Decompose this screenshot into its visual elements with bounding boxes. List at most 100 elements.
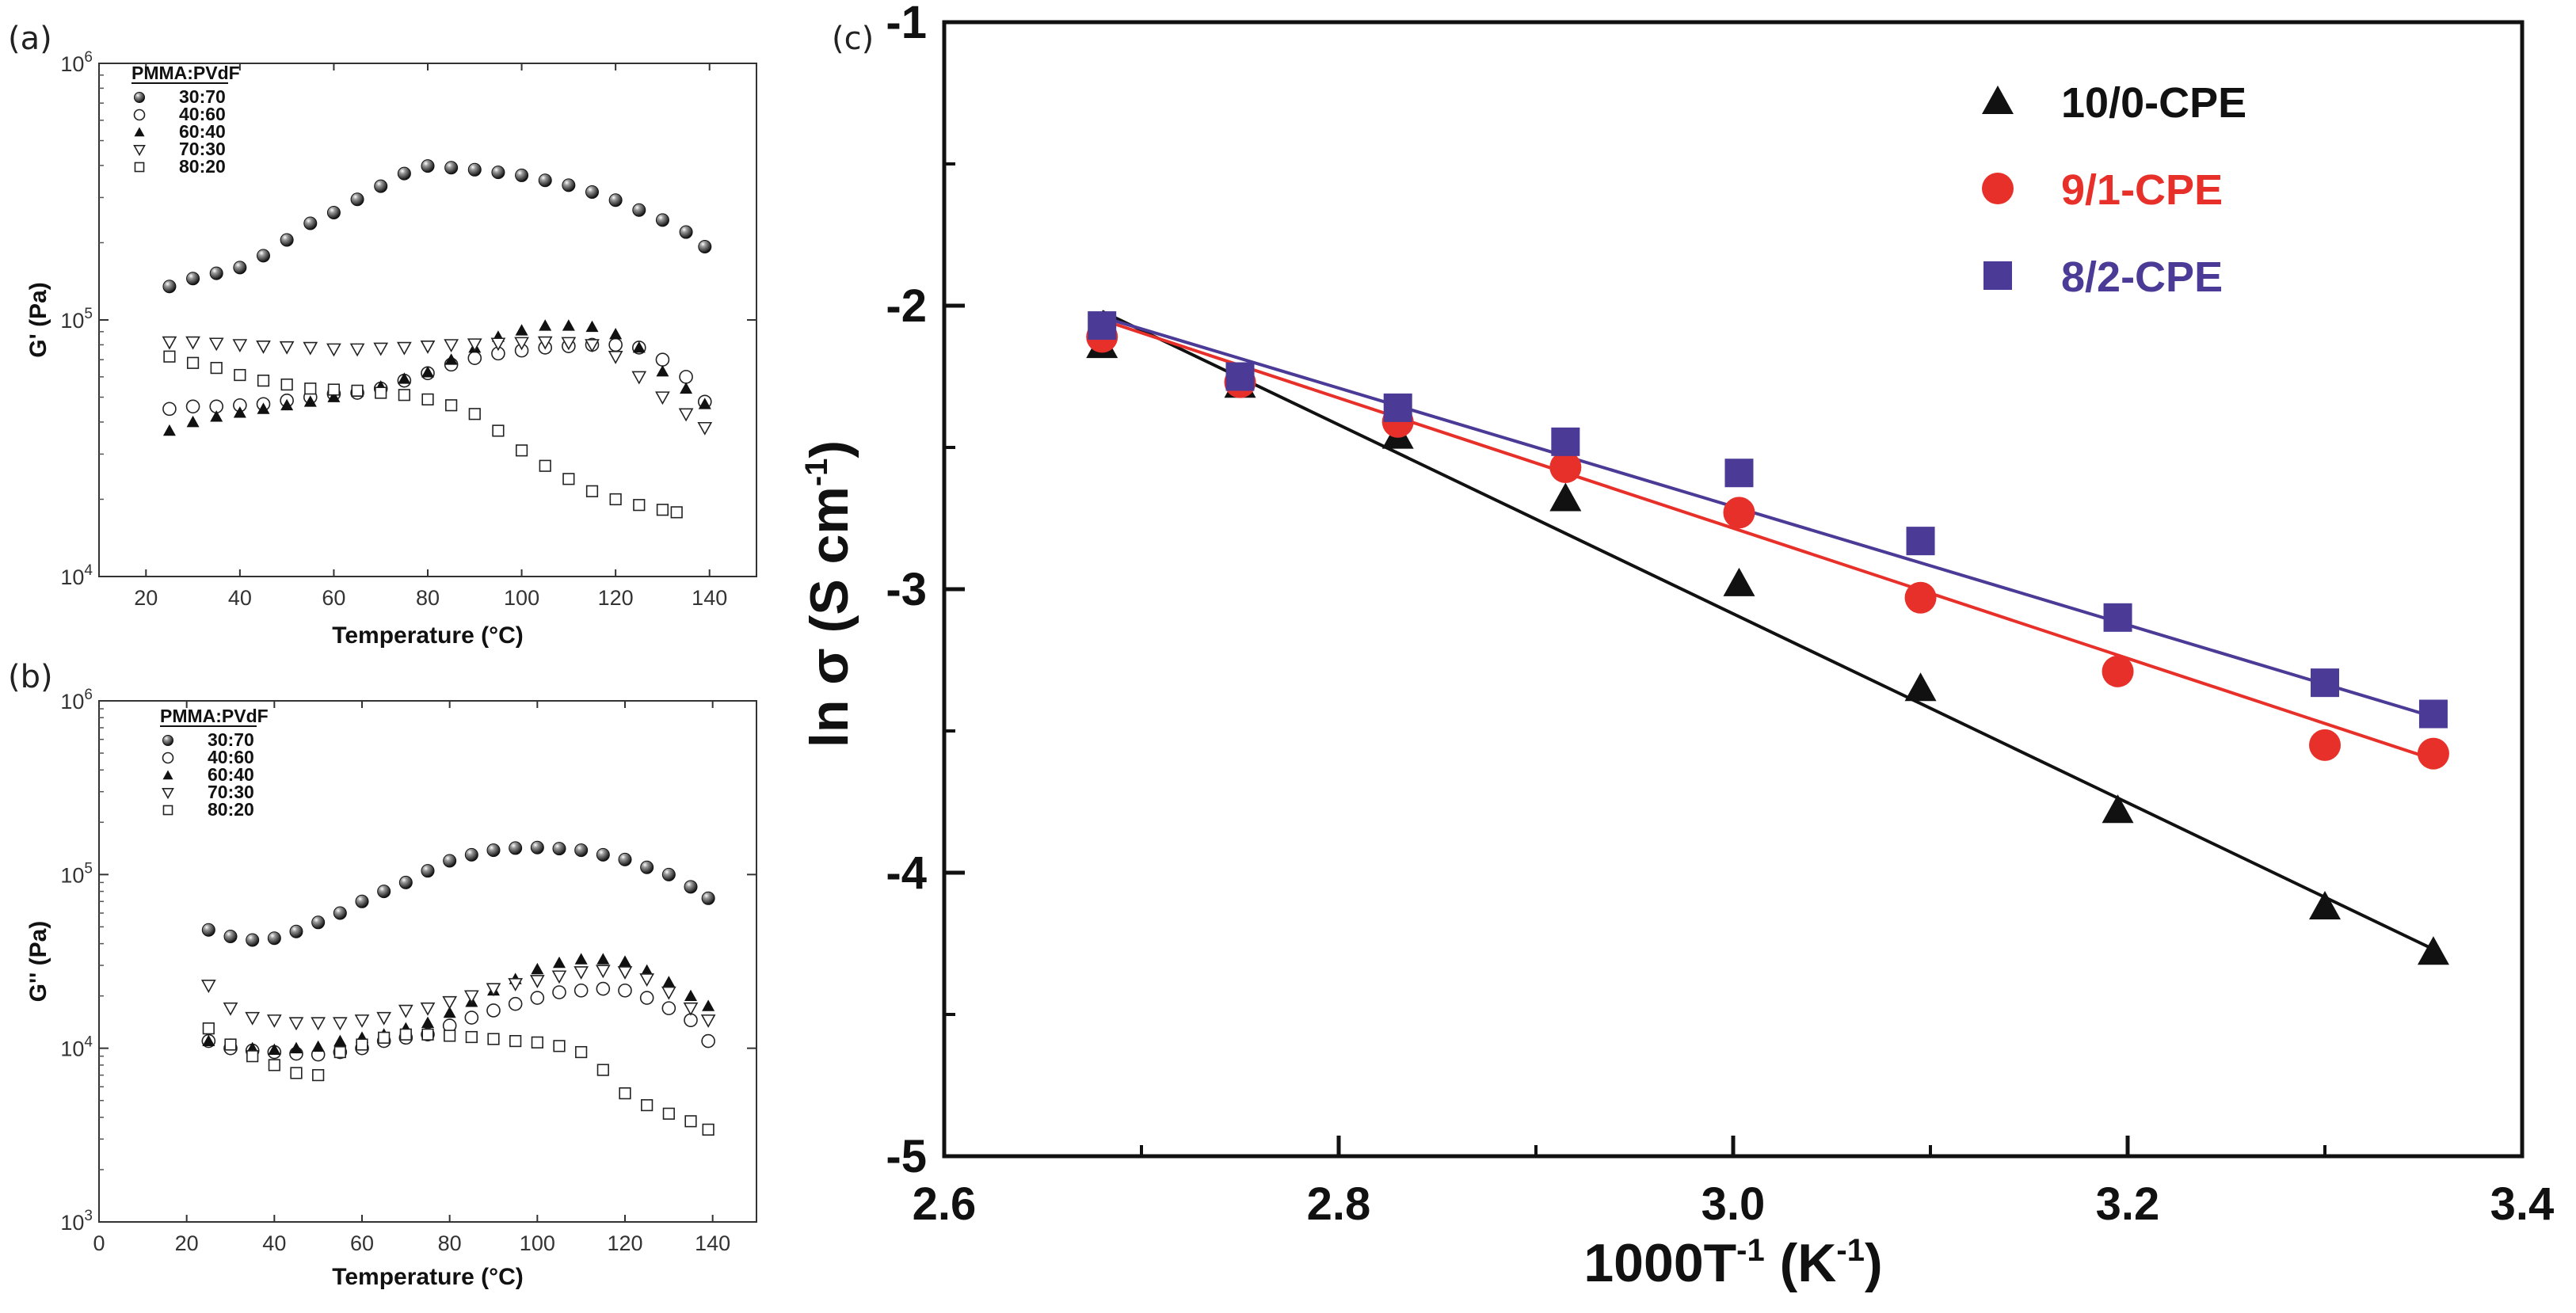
panel-b-xtick-label-7: 140 [695,1231,730,1255]
panel-b-point-0-2 [246,933,260,947]
panel-a-point-4-6 [304,382,317,395]
panel-a-point-1-21 [655,352,670,367]
panel-a-xlabel: Temperature (°C) [332,622,523,649]
panel-a-point-0-16 [538,173,552,188]
panel-b-point-2-16 [553,956,566,969]
panel-c-legend-marker-2 [1983,261,2012,290]
panel-b-ytick-label-0: 103 [60,1208,93,1235]
panel-a-point-4-13 [468,408,481,421]
panel-a-point-3-10 [396,341,412,356]
panel-b-point-4-5 [312,1069,325,1082]
panel-c-point-0-7 [2309,890,2341,919]
panel-c-legend-label-1: 9/1-CPE [2061,166,2223,214]
panel-b-point-2-20 [640,964,654,976]
panel-a-point-0-21 [655,213,669,227]
panel-b-point-1-19 [618,983,632,998]
panel-a-point-0-20 [632,203,646,217]
panel-b-legend-marker-3 [162,787,174,800]
panel-a-legend-label-1: 40:60 [179,104,226,124]
panel-b-point-0-15 [530,840,544,854]
panel-a-point-2-16 [539,319,552,331]
panel-b-point-3-22 [683,1002,699,1016]
panel-b-point-0-17 [574,843,589,858]
panel-b-point-0-22 [684,880,698,894]
panel-a-xtick-label-5: 120 [598,586,634,610]
panel-c-xlabel-close: ) [1865,1233,1883,1293]
panel-b-point-2-17 [574,953,588,965]
panel-a-point-0-4 [257,249,270,263]
panel-a-point-0-19 [608,193,623,207]
panel-b-point-0-10 [421,864,435,878]
panel-b-point-4-12 [465,1030,478,1044]
panel-b-point-4-3 [268,1059,280,1071]
panel-c-point-2-0 [1088,311,1117,341]
panel-b-point-4-2 [246,1050,259,1063]
panel-a-point-3-16 [537,336,553,350]
panel-b-point-0-12 [464,847,478,862]
panel-b-point-3-3 [266,1014,282,1028]
panel-c-legend-marker-0 [1982,86,2014,114]
panel-c-ytick-label-0: -5 [886,1131,927,1182]
panel-a-point-4-19 [609,493,622,506]
panel-b-ytick-label-3: 106 [60,687,93,714]
panel-a-point-0-11 [421,159,435,173]
panel-c-label: (c) [832,21,874,57]
panel-b-point-3-6 [332,1017,348,1031]
panel-a-ytick-exp-0: 4 [84,562,93,579]
panel-c-ytick-label-1: -4 [886,847,927,899]
panel-b-xtick-label-1: 20 [175,1231,199,1255]
panel-b-xtick-label-5: 100 [520,1231,555,1255]
panel-b-legend-label-2: 60:40 [208,764,254,785]
panel-c-xlabel-units-sup: -1 [1836,1233,1865,1268]
panel-a-point-0-13 [467,162,482,177]
panel-b-point-4-20 [641,1098,654,1112]
panel-a-point-2-21 [656,365,669,377]
panel-c-legend-label-2: 8/2-CPE [2061,253,2223,301]
panel-a-xtick-label-3: 80 [416,586,440,610]
panel-a-point-3-2 [208,337,224,352]
panel-b-point-4-15 [531,1036,543,1048]
panel-a-point-0-5 [280,233,294,247]
panel-b-point-0-9 [398,875,413,889]
panel-c-xtick-label-1: 2.8 [1307,1178,1371,1230]
panel-b-point-1-15 [530,991,545,1005]
panel-c-point-1-4 [1723,497,1755,529]
panel-a-point-1-13 [467,351,482,365]
panel-a-xtick-label-2: 60 [322,586,345,610]
panel-c-point-0-3 [1549,482,1582,512]
panel-b-point-1-20 [639,991,654,1005]
panel-c-point-2-6 [2103,603,2132,632]
panel-a-point-0-22 [679,225,693,239]
panel-b-point-0-7 [355,894,369,908]
panel-a-point-4-16 [539,459,551,472]
panel-b-xtick-label-3: 60 [350,1231,374,1255]
panel-b-legend-label-1: 40:60 [208,747,254,767]
panel-a-point-2-19 [609,327,623,340]
panel-b-point-3-19 [617,966,633,980]
panel-a-point-3-3 [232,339,248,353]
panel-b-point-4-10 [421,1028,434,1041]
panel-c-point-1-6 [2102,655,2134,687]
panel-a-point-3-22 [678,408,694,422]
panel-a-point-4-12 [445,399,458,412]
panel-a-xtick-label-6: 140 [692,586,727,610]
panel-c-point-2-5 [1906,527,1935,556]
panel-a-point-2-11 [421,366,434,378]
panel-c-point-0-8 [2417,936,2449,965]
panel-b-point-3-16 [551,970,567,984]
panel-a-legend-label-0: 30:70 [179,86,226,107]
panel-a-point-4-4 [257,375,270,387]
panel-b-xtick-label-0: 0 [93,1231,105,1255]
panel-a-point-0-1 [186,272,200,286]
panel-a-ytick-base-2: 10 [60,52,84,76]
panel-b-point-0-6 [333,906,347,920]
panel-a-legend-marker-0 [134,92,145,103]
panel-b-point-1-16 [552,985,566,999]
panel-a-point-4-0 [163,350,176,363]
panel-c-xlabel-units: (K [1765,1233,1837,1293]
panel-a-ytick-exp-2: 6 [84,49,93,66]
panel-a-legend-label-2: 60:40 [179,121,226,142]
